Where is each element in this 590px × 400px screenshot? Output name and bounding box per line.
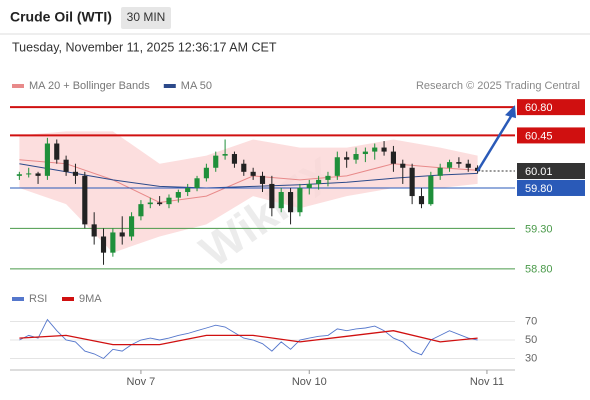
- candle-body: [250, 171, 256, 176]
- source: Research © 2025 Trading Central: [416, 80, 580, 92]
- legend-swatch: [62, 297, 74, 301]
- candle-body: [26, 173, 32, 175]
- legend-label: 9MA: [79, 293, 102, 305]
- candle-body: [213, 155, 219, 168]
- candle-body: [203, 167, 209, 179]
- candle-body: [418, 196, 425, 205]
- rsi-line: [19, 318, 478, 360]
- candle-body: [269, 183, 275, 209]
- legend-swatch: [12, 84, 24, 88]
- candle-body: [91, 224, 97, 237]
- candle-body: [35, 173, 41, 176]
- candle-body: [194, 178, 200, 188]
- x-tick-label: Nov 7: [127, 376, 156, 388]
- candle-body: [325, 175, 331, 180]
- level-label: 59.80: [525, 183, 553, 195]
- rsi-tick-label: 30: [525, 352, 537, 364]
- candle-body: [129, 216, 135, 237]
- timeframe: 30 MIN: [127, 10, 166, 24]
- candle-body: [316, 179, 322, 184]
- candle-body: [185, 187, 191, 193]
- rsi-line: [19, 330, 478, 346]
- candle-body: [409, 167, 415, 197]
- arrow-head: [505, 105, 516, 119]
- candle-body: [100, 236, 107, 253]
- level-tag: [517, 179, 585, 196]
- rsi-tick-label: 70: [525, 315, 537, 327]
- level-label: 58.80: [525, 264, 553, 276]
- candle-body: [175, 192, 181, 198]
- candle-body: [437, 167, 443, 176]
- candle-body: [456, 162, 462, 164]
- candle-body: [362, 151, 368, 155]
- level-tag: [517, 127, 585, 144]
- candle-body: [297, 187, 303, 213]
- legend-label: MA 50: [181, 80, 212, 92]
- candle-body: [465, 163, 471, 168]
- timeframe-badge: [121, 7, 171, 29]
- candle-body: [381, 147, 387, 152]
- candle-body: [222, 154, 228, 156]
- level-label: 59.30: [525, 223, 553, 235]
- candle-body: [157, 202, 163, 205]
- chart-title: Crude Oil (WTI): [10, 9, 112, 25]
- candle-body: [400, 163, 406, 168]
- ma-line: [19, 163, 478, 189]
- candle-body: [306, 183, 312, 188]
- x-tick-label: Nov 11: [470, 376, 504, 388]
- candle-body: [44, 143, 50, 176]
- projection-arrow: [476, 112, 515, 172]
- candle-body: [110, 232, 116, 253]
- legend-swatch: [163, 84, 176, 88]
- candle-body: [287, 192, 294, 213]
- candle-body: [241, 163, 247, 172]
- candle-body: [344, 157, 350, 160]
- candle-body: [72, 171, 79, 176]
- level-label: 60.45: [525, 130, 553, 142]
- candle-body: [446, 162, 453, 168]
- legend-label: MA 20 + Bollinger Bands: [29, 80, 150, 92]
- candle-body: [63, 159, 69, 172]
- level-tag: [517, 163, 585, 179]
- candle-body: [166, 197, 172, 205]
- candle-body: [259, 175, 266, 184]
- candle-body: [119, 232, 125, 237]
- level-label: 60.80: [525, 102, 553, 114]
- candle-body: [231, 154, 238, 164]
- x-tick-label: Nov 10: [292, 376, 327, 388]
- candle-body: [82, 175, 88, 225]
- legend-label: RSI: [29, 293, 47, 305]
- candle-body: [390, 151, 396, 164]
- candle-body: [428, 175, 434, 205]
- level-tag: [517, 99, 585, 116]
- candle-body: [147, 202, 153, 205]
- candle-body: [54, 143, 60, 160]
- candle-body: [334, 157, 340, 176]
- rsi-tick-label: 50: [525, 334, 537, 346]
- level-label: 60.01: [525, 166, 553, 178]
- legend-swatch: [12, 297, 24, 301]
- candle-body: [16, 174, 22, 176]
- candle-body: [278, 192, 284, 209]
- date: Tuesday, November 11, 2025 12:36:17 AM C…: [12, 40, 277, 54]
- candle-body: [353, 154, 359, 160]
- candle-body: [372, 147, 378, 152]
- candle-body: [138, 204, 144, 217]
